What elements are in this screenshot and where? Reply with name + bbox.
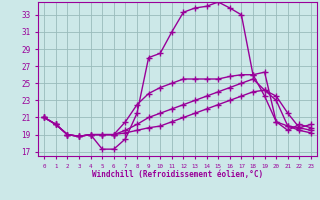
- X-axis label: Windchill (Refroidissement éolien,°C): Windchill (Refroidissement éolien,°C): [92, 170, 263, 179]
